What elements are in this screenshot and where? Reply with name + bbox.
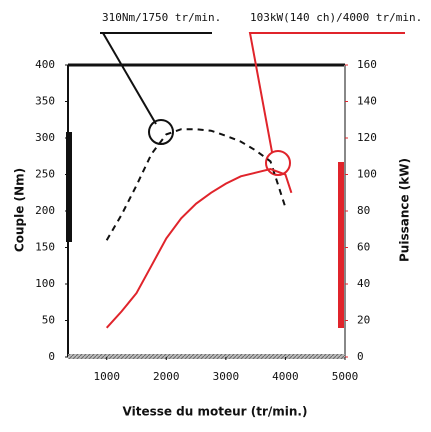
annotation: 310Nm/1750 tr/min.	[102, 11, 221, 24]
y-tick-label: 350	[35, 95, 55, 108]
y-axis-label: Couple (Nm)	[13, 168, 27, 252]
highlight-circle	[148, 119, 174, 145]
y-tick-label: 50	[42, 314, 55, 327]
y-tick-label: 250	[35, 168, 55, 181]
y2-tick-label: 120	[357, 131, 377, 144]
y2-tick-label: 80	[357, 204, 370, 217]
range-bar	[66, 132, 72, 242]
y2-tick-label: 100	[357, 168, 377, 181]
y2-tick-label: 20	[357, 314, 370, 327]
y-tick-label: 300	[35, 131, 55, 144]
series-line	[105, 128, 287, 241]
bottom-axis	[68, 354, 345, 359]
y2-tick-label: 0	[357, 350, 364, 363]
x-tick-label: 3000	[213, 370, 240, 383]
annotation: 103kW(140 ch)/4000 tr/min.	[250, 11, 422, 24]
y2-tick-label: 60	[357, 241, 370, 254]
y-tick-label: 100	[35, 277, 55, 290]
x-tick-label: 1000	[93, 370, 120, 383]
series-line	[105, 167, 293, 329]
y2-axis-label: Puissance (kW)	[398, 158, 412, 262]
y-tick-label: 150	[35, 241, 55, 254]
leader-line	[102, 32, 157, 125]
y-tick-label: 400	[35, 58, 55, 71]
x-tick-label: 5000	[332, 370, 359, 383]
x-axis-label: Vitesse du moteur (tr/min.)	[123, 405, 308, 419]
x-tick-label: 2000	[153, 370, 180, 383]
x-tick-label: 4000	[272, 370, 299, 383]
range-bar	[338, 162, 344, 328]
y-tick-label: 0	[48, 350, 55, 363]
highlight-circle	[265, 150, 291, 176]
y2-tick-label: 140	[357, 95, 377, 108]
leader-line	[248, 32, 405, 153]
y2-tick-label: 40	[357, 277, 370, 290]
y-tick-label: 200	[35, 204, 55, 217]
y2-tick-label: 160	[357, 58, 377, 71]
